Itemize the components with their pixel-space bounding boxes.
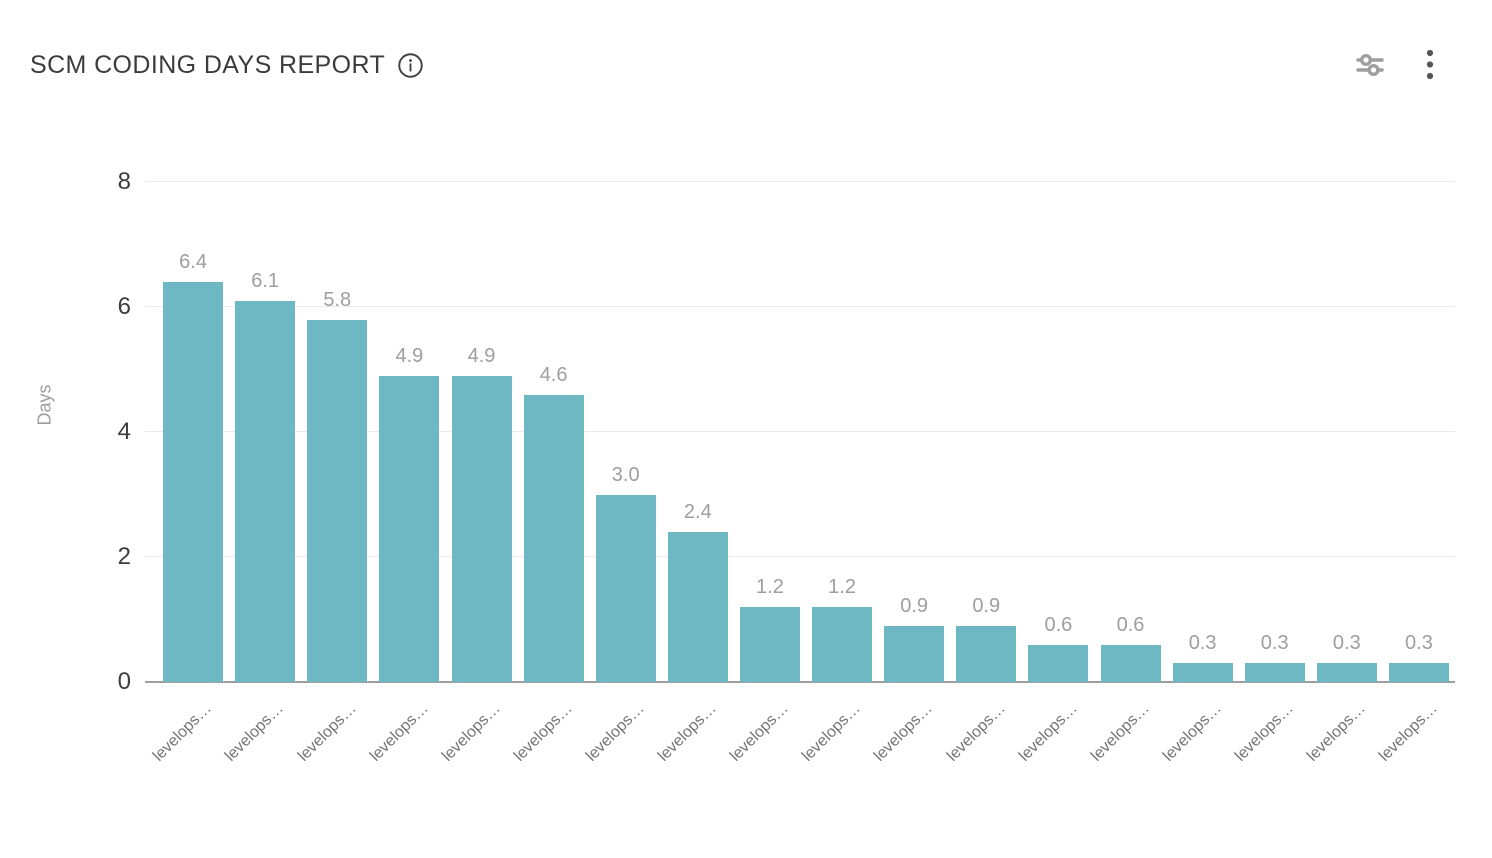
x-tick-label: levelops… [799, 700, 865, 765]
bar-value-label: 0.9 [900, 594, 929, 617]
bar-value-label: 3.0 [611, 463, 640, 486]
filter-sliders-icon[interactable] [1354, 49, 1386, 81]
x-tick-label: levelops… [943, 700, 1009, 765]
bar[interactable] [1172, 663, 1233, 682]
bar-value-label: 0.3 [1260, 632, 1289, 655]
x-tick-label: levelops… [727, 700, 792, 765]
bar-value-label: 4.6 [539, 363, 568, 386]
bar[interactable] [307, 319, 368, 682]
header-actions [1354, 48, 1462, 82]
info-icon[interactable] [397, 52, 424, 79]
x-tick-label: levelops… [1231, 700, 1297, 765]
x-axis-line [145, 681, 1455, 683]
x-tick-label: levelops… [1376, 700, 1441, 765]
bar[interactable] [595, 494, 656, 682]
x-tick-label: levelops… [1087, 700, 1153, 765]
bar[interactable] [812, 607, 873, 682]
bar[interactable] [523, 394, 584, 682]
y-tick-label: 4 [117, 418, 131, 445]
bar[interactable] [451, 375, 512, 682]
bar-value-label: 4.9 [467, 344, 496, 367]
x-tick-label: levelops… [871, 700, 937, 765]
y-tick-label: 0 [117, 668, 131, 695]
x-tick-label: levelops… [510, 700, 576, 765]
x-tick-label: levelops… [655, 700, 720, 765]
bar[interactable] [235, 300, 296, 682]
bar-value-label: 4.9 [395, 344, 424, 367]
bar[interactable] [1244, 663, 1305, 682]
x-tick-label: levelops… [1015, 700, 1081, 765]
x-tick-label: levelops… [294, 700, 360, 765]
bar-value-label: 6.4 [179, 251, 207, 273]
bar[interactable] [163, 282, 224, 682]
bar[interactable] [956, 625, 1017, 682]
x-tick-label: levelops… [222, 700, 288, 765]
bar-value-label: 0.3 [1332, 632, 1361, 655]
page-title: SCM CODING DAYS REPORT [30, 50, 386, 79]
gridline [145, 181, 1455, 182]
bar-value-label: 0.3 [1188, 632, 1217, 655]
y-tick-label: 2 [117, 543, 131, 570]
gridline [145, 556, 1455, 557]
gridline [145, 431, 1455, 432]
bar-value-label: 0.6 [1116, 613, 1145, 636]
y-tick-label: 8 [117, 168, 131, 195]
bar[interactable] [1100, 644, 1161, 682]
bar-value-label: 2.4 [683, 501, 712, 523]
kebab-menu-icon[interactable] [1424, 48, 1436, 82]
bar-value-label: 1.2 [756, 576, 784, 598]
bar[interactable] [1028, 644, 1089, 682]
bar-value-label: 6.1 [251, 269, 280, 292]
bar[interactable] [379, 375, 440, 682]
bar[interactable] [1388, 663, 1449, 682]
plot-area: 0 2 4 6 8 6.4 levelops… 6.1 levelops… 5.8 levelops… [118, 168, 1455, 765]
bar-value-label: 5.8 [323, 288, 352, 311]
x-tick-label: levelops… [438, 700, 504, 765]
y-axis-title: Days [34, 384, 55, 426]
x-tick-label: levelops… [150, 700, 216, 765]
widget-header: SCM CODING DAYS REPORT [30, 48, 1462, 82]
gridline [145, 306, 1455, 307]
bar[interactable] [667, 532, 728, 682]
x-tick-label: levelops… [366, 700, 432, 765]
x-tick-label: levelops… [1304, 700, 1369, 765]
bar[interactable] [739, 607, 800, 682]
bar-value-label: 0.6 [1044, 613, 1073, 636]
bar[interactable] [1316, 663, 1377, 682]
x-tick-label: levelops… [582, 700, 648, 765]
y-tick-label: 6 [117, 293, 131, 320]
x-tick-label: levelops… [1159, 700, 1225, 765]
bar-value-label: 0.9 [972, 594, 1001, 617]
bar-value-label: 0.3 [1405, 632, 1433, 655]
bar[interactable] [884, 625, 945, 682]
bar-value-label: 1.2 [828, 576, 856, 598]
